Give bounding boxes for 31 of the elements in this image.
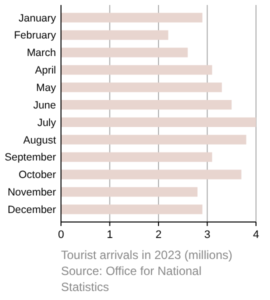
- y-tick-label: March: [26, 47, 56, 60]
- y-tick-label: May: [36, 82, 57, 94]
- source-note: Source: Office for National Statistics: [61, 264, 202, 294]
- x-axis-title: Tourist arrivals in 2023 (millions): [61, 248, 232, 262]
- y-tick-label: February: [14, 30, 57, 42]
- x-tick-label: 4: [252, 229, 260, 241]
- y-tick-label: January: [18, 12, 57, 24]
- bar: [61, 100, 232, 110]
- y-tick-label: December: [8, 204, 56, 216]
- y-tick-label: November: [8, 186, 56, 199]
- y-tick-label: September: [4, 152, 56, 164]
- bar: [61, 170, 242, 180]
- bar: [61, 30, 168, 40]
- x-tick-label: 2: [155, 229, 162, 241]
- bar: [61, 82, 222, 92]
- bar: [61, 187, 198, 197]
- x-tick-label: 0: [58, 229, 64, 241]
- y-tick-label: October: [18, 169, 56, 182]
- bar: [61, 117, 256, 128]
- y-tick-label: July: [37, 116, 57, 129]
- bar: [61, 12, 202, 22]
- bar: [61, 204, 202, 214]
- x-tick-label: 1: [106, 229, 113, 241]
- y-tick-label: April: [34, 64, 56, 77]
- bar: [61, 152, 212, 162]
- bar: [61, 65, 212, 75]
- bar: [61, 48, 188, 58]
- y-tick-label: August: [23, 134, 56, 146]
- x-tick-label: 3: [204, 229, 210, 241]
- y-tick-label: June: [33, 99, 56, 112]
- bar: [61, 134, 246, 144]
